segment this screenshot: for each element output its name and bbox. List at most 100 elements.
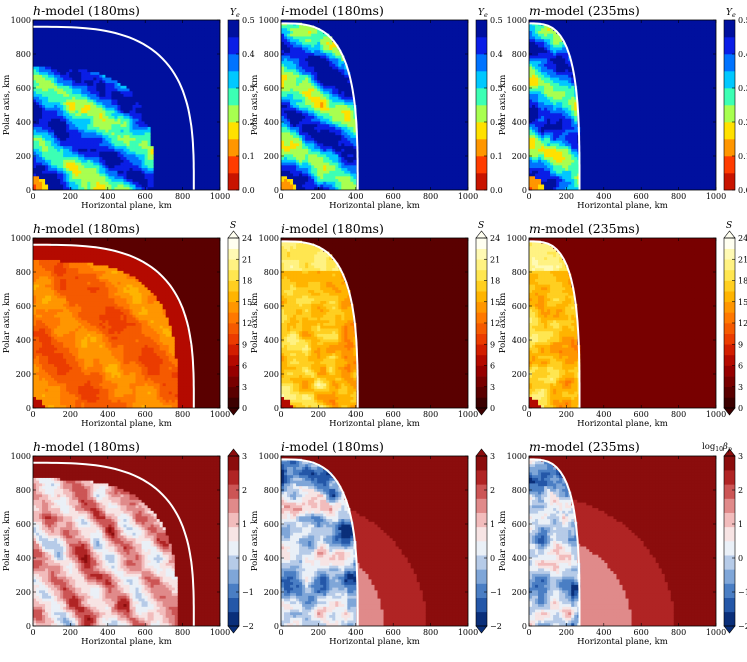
heatmap-cell: [144, 77, 149, 81]
heatmap-cell: [320, 58, 324, 62]
heatmap-cell: [305, 55, 309, 59]
heatmap-cell: [311, 143, 315, 147]
heatmap-cell: [329, 94, 333, 98]
heatmap-cell: [156, 74, 161, 78]
heatmap-cell: [147, 80, 152, 84]
heatmap-cell: [326, 157, 330, 161]
heatmap-cell: [93, 30, 97, 35]
heatmap-cell: [117, 181, 121, 185]
heatmap-cell: [162, 151, 167, 155]
heatmap-cell: [296, 66, 300, 70]
heatmap-cell: [108, 187, 112, 190]
heatmap-cell: [207, 96, 212, 100]
heatmap-cell: [81, 151, 85, 155]
heatmap-cell: [144, 91, 149, 95]
heatmap-cell: [138, 176, 142, 180]
heatmap-cell: [51, 99, 55, 103]
heatmap-cell: [201, 148, 206, 153]
heatmap-cell: [150, 105, 155, 109]
heatmap-cell: [192, 20, 197, 24]
heatmap-cell: [171, 115, 176, 120]
heatmap-cell: [153, 154, 158, 158]
heatmap-cell: [54, 44, 58, 48]
heatmap-cell: [63, 94, 67, 98]
heatmap-cell: [102, 30, 106, 35]
heatmap-cell: [326, 151, 330, 155]
heatmap-cell: [117, 107, 121, 111]
heatmap-cell: [174, 154, 179, 158]
heatmap-cell: [123, 58, 127, 62]
heatmap-cell: [132, 102, 136, 106]
heatmap-cell: [192, 77, 197, 81]
heatmap-cell: [84, 176, 88, 180]
heatmap-cell: [123, 61, 127, 65]
heatmap-cell: [183, 33, 188, 37]
heatmap-cell: [63, 85, 67, 89]
heatmap-cell: [138, 61, 142, 65]
heatmap-cell: [186, 80, 191, 84]
heatmap-cell: [287, 162, 291, 166]
heatmap-cell: [105, 22, 109, 26]
heatmap-cell: [195, 151, 200, 155]
heatmap-cell: [177, 170, 182, 174]
heatmap-cell: [293, 91, 297, 95]
heatmap-cell: [81, 118, 85, 122]
heatmap-cell: [141, 94, 145, 98]
heatmap-cell: [87, 146, 91, 150]
heatmap-cell: [326, 176, 330, 180]
heatmap-cell: [311, 20, 315, 24]
heatmap-cell: [60, 173, 64, 177]
heatmap-cell: [174, 25, 179, 29]
heatmap-cell: [168, 102, 173, 106]
heatmap-cell: [120, 146, 124, 150]
heatmap-cell: [57, 124, 61, 128]
heatmap-cell: [81, 146, 85, 150]
heatmap-cell: [189, 184, 194, 188]
heatmap-cell: [87, 39, 91, 43]
heatmap-cell: [132, 132, 136, 136]
heatmap-cell: [75, 151, 79, 155]
heatmap-cell: [126, 63, 130, 68]
heatmap-cell: [63, 148, 67, 153]
heatmap-cell: [281, 105, 285, 109]
heatmap-cell: [317, 129, 321, 133]
heatmap-cell: [33, 165, 37, 169]
heatmap-cell: [180, 74, 185, 78]
heatmap-cell: [168, 50, 173, 54]
heatmap-cell: [171, 107, 176, 111]
heatmap-cell: [72, 146, 76, 150]
heatmap-cell: [168, 124, 173, 128]
heatmap-cell: [159, 69, 164, 73]
heatmap-cell: [141, 85, 145, 89]
heatmap-cell: [117, 99, 121, 103]
heatmap-cell: [314, 66, 318, 70]
heatmap-cell: [162, 77, 167, 81]
heatmap-cell: [147, 168, 152, 172]
heatmap-cell: [332, 41, 336, 46]
heatmap-cell: [323, 83, 327, 87]
heatmap-cell: [129, 146, 133, 150]
heatmap-cell: [138, 124, 142, 128]
heatmap-cell: [39, 74, 43, 78]
heatmap-cell: [296, 72, 300, 76]
heatmap-cell: [36, 22, 40, 26]
heatmap-cell: [213, 63, 218, 68]
heatmap-cell: [108, 22, 112, 26]
heatmap-cell: [329, 173, 333, 177]
heatmap-cell: [138, 151, 142, 155]
heatmap-cell: [144, 121, 149, 125]
heatmap-cell: [75, 143, 79, 147]
heatmap-cell: [138, 72, 142, 76]
heatmap-cell: [156, 47, 161, 51]
heatmap-cell: [39, 63, 43, 68]
heatmap-cell: [147, 77, 152, 81]
heatmap-cell: [329, 137, 333, 142]
heatmap-cell: [144, 74, 149, 78]
heatmap-cell: [129, 77, 133, 81]
heatmap-cell: [39, 96, 43, 100]
heatmap-cell: [51, 58, 55, 62]
heatmap-cell: [120, 148, 124, 153]
heatmap-cell: [51, 110, 55, 114]
heatmap-cell: [216, 36, 220, 40]
heatmap-cell: [150, 154, 155, 158]
